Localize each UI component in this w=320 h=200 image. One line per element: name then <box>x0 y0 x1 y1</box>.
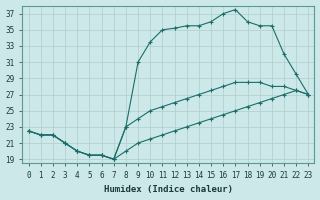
X-axis label: Humidex (Indice chaleur): Humidex (Indice chaleur) <box>104 185 233 194</box>
